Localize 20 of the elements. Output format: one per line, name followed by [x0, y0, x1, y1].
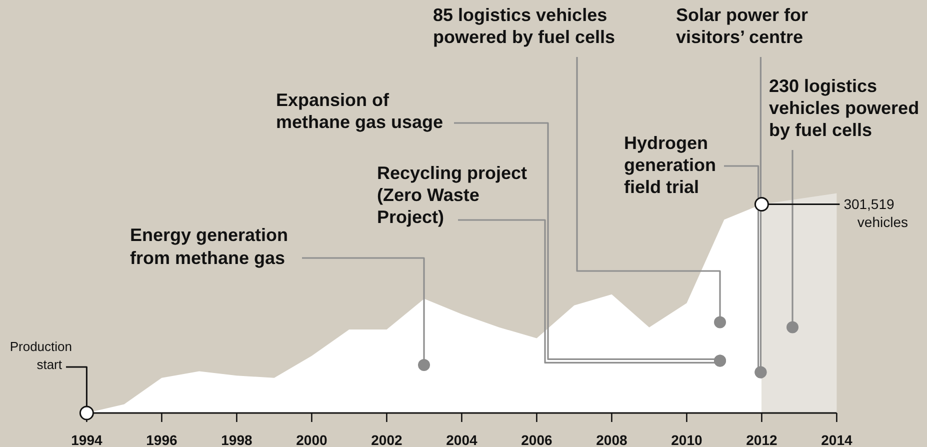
annotation: Recycling project (Zero Waste Project)	[377, 163, 528, 227]
x-tick-label: 2004	[446, 432, 478, 447]
annotation: Hydrogen generation field trial	[624, 133, 716, 197]
x-tick-label: 1998	[221, 432, 252, 447]
x-tick-label: 2006	[521, 432, 552, 447]
x-tick-label: 2010	[671, 432, 702, 447]
x-tick-label: 2000	[296, 432, 328, 447]
x-tick-label: 2002	[371, 432, 402, 447]
text: 230 logistics vehicles powered by fuel cells	[769, 76, 920, 140]
x-tick-label: 1994	[71, 432, 102, 447]
text: Expansion of methane gas usage	[276, 90, 444, 132]
annotation: Production start	[10, 339, 72, 372]
x-tick-label: 2008	[596, 432, 628, 447]
text: 85 logistics vehicles powered by fuel cells	[433, 5, 616, 47]
x-tick-label: 2014	[821, 432, 852, 447]
annotation: Energy generation from methane gas	[130, 225, 288, 268]
text: Solar power for visitors’ centre	[676, 5, 808, 47]
x-tick-label: 1996	[146, 432, 178, 447]
x-tick-label: 2012	[746, 432, 778, 447]
annotation: 301,519 vehicles	[844, 196, 908, 230]
